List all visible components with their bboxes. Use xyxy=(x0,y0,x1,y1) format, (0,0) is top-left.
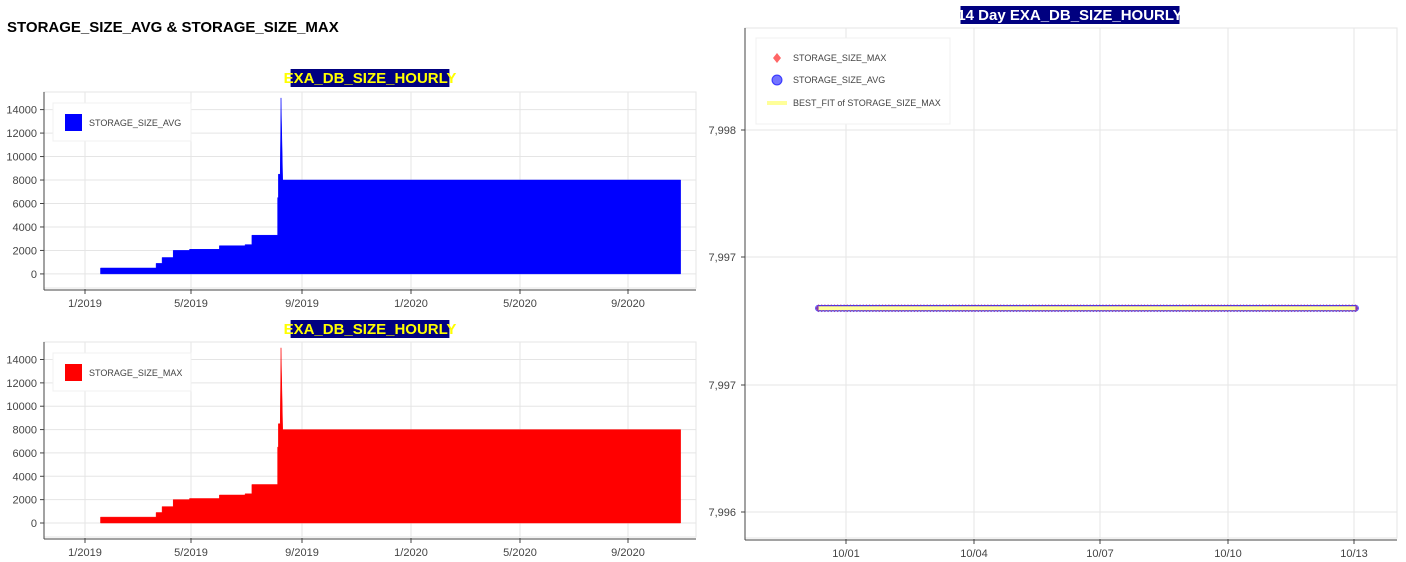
legend-swatch xyxy=(65,364,82,381)
y-tick-label: 12000 xyxy=(6,378,37,390)
chart-title-background xyxy=(290,69,450,87)
area-series-storage_size_avg xyxy=(100,97,681,275)
legend-circle-marker xyxy=(771,74,783,86)
legend-label: STORAGE_SIZE_MAX xyxy=(89,368,182,378)
y-tick-label: 7,998 xyxy=(708,125,736,137)
x-tick-label: 5/2020 xyxy=(503,298,537,310)
y-tick-label: 0 xyxy=(31,518,37,530)
legend: STORAGE_SIZE_MAX xyxy=(52,352,192,392)
x-tick-label: 5/2019 xyxy=(174,547,208,559)
y-tick-label: 12000 xyxy=(6,128,37,140)
chart-title-group: EXA_DB_SIZE_HOURLY xyxy=(284,320,457,338)
x-tick-label: 10/07 xyxy=(1086,548,1114,560)
legend-box xyxy=(755,37,951,125)
x-tick-label: 1/2020 xyxy=(394,547,428,559)
y-tick-label: 10000 xyxy=(6,152,37,164)
x-tick-label: 9/2019 xyxy=(285,547,319,559)
x-tick-label: 9/2019 xyxy=(285,298,319,310)
legend-label: STORAGE_SIZE_AVG xyxy=(793,75,885,85)
x-tick-label: 5/2019 xyxy=(174,298,208,310)
chart-scatter_chart: 14 Day EXA_DB_SIZE_HOURLY 7,996 7,997 7,997… xyxy=(708,6,1398,560)
chart-title-background xyxy=(960,6,1180,24)
y-tick-label: 2000 xyxy=(13,245,37,257)
x-tick-label: 10/13 xyxy=(1340,548,1368,560)
y-tick-label: 7,997 xyxy=(708,380,736,392)
y-tick-label: 10000 xyxy=(6,401,37,413)
y-tick-label: 2000 xyxy=(13,495,37,507)
x-tick-label: 10/04 xyxy=(960,548,988,560)
x-tick-label: 10/01 xyxy=(832,548,860,560)
chart-max_chart: EXA_DB_SIZE_HOURLY 0 2000 4000 6000 8000 10000… xyxy=(6,320,697,559)
legend-swatch xyxy=(65,114,82,131)
x-tick-label: 10/10 xyxy=(1214,548,1242,560)
legend: STORAGE_SIZE_MAX STORAGE_SIZE_AVG BEST_FIT… xyxy=(755,37,951,125)
y-tick-label: 7,996 xyxy=(708,507,736,519)
y-tick-label: 4000 xyxy=(13,471,37,483)
y-tick-label: 0 xyxy=(31,269,37,281)
x-tick-label: 5/2020 xyxy=(503,547,537,559)
legend-diamond-marker xyxy=(773,53,781,63)
y-tick-label: 4000 xyxy=(13,222,37,234)
chart-title-group: EXA_DB_SIZE_HOURLY xyxy=(284,69,457,87)
y-tick-label: 14000 xyxy=(6,355,37,367)
y-tick-label: 8000 xyxy=(13,175,37,187)
x-tick-label: 1/2019 xyxy=(68,298,102,310)
x-tick-label: 9/2020 xyxy=(611,298,645,310)
chart-avg_chart: EXA_DB_SIZE_HOURLY 0 2000 4000 6000 8000 10000… xyxy=(6,69,697,310)
x-tick-label: 9/2020 xyxy=(611,547,645,559)
legend-label: STORAGE_SIZE_MAX xyxy=(793,53,886,63)
y-tick-label: 8000 xyxy=(13,425,37,437)
x-tick-label: 1/2020 xyxy=(394,298,428,310)
chart-title-background xyxy=(290,320,450,338)
y-tick-label: 14000 xyxy=(6,105,37,117)
area-series-storage_size_max xyxy=(100,347,681,524)
chart-title: EXA_DB_SIZE_HOURLY xyxy=(284,321,457,338)
legend-label: STORAGE_SIZE_AVG xyxy=(89,118,181,128)
legend-label: BEST_FIT of STORAGE_SIZE_MAX xyxy=(793,98,941,108)
chart-title: 14 Day EXA_DB_SIZE_HOURLY xyxy=(957,7,1182,24)
x-tick-label: 1/2019 xyxy=(68,547,102,559)
y-tick-label: 6000 xyxy=(13,448,37,460)
chart-title: EXA_DB_SIZE_HOURLY xyxy=(284,70,457,87)
y-tick-label: 6000 xyxy=(13,198,37,210)
y-tick-label: 7,997 xyxy=(708,252,736,264)
legend: STORAGE_SIZE_AVG xyxy=(52,102,192,142)
page-title: STORAGE_SIZE_AVG & STORAGE_SIZE_MAX xyxy=(7,19,339,36)
chart-title-group: 14 Day EXA_DB_SIZE_HOURLY xyxy=(957,6,1183,24)
